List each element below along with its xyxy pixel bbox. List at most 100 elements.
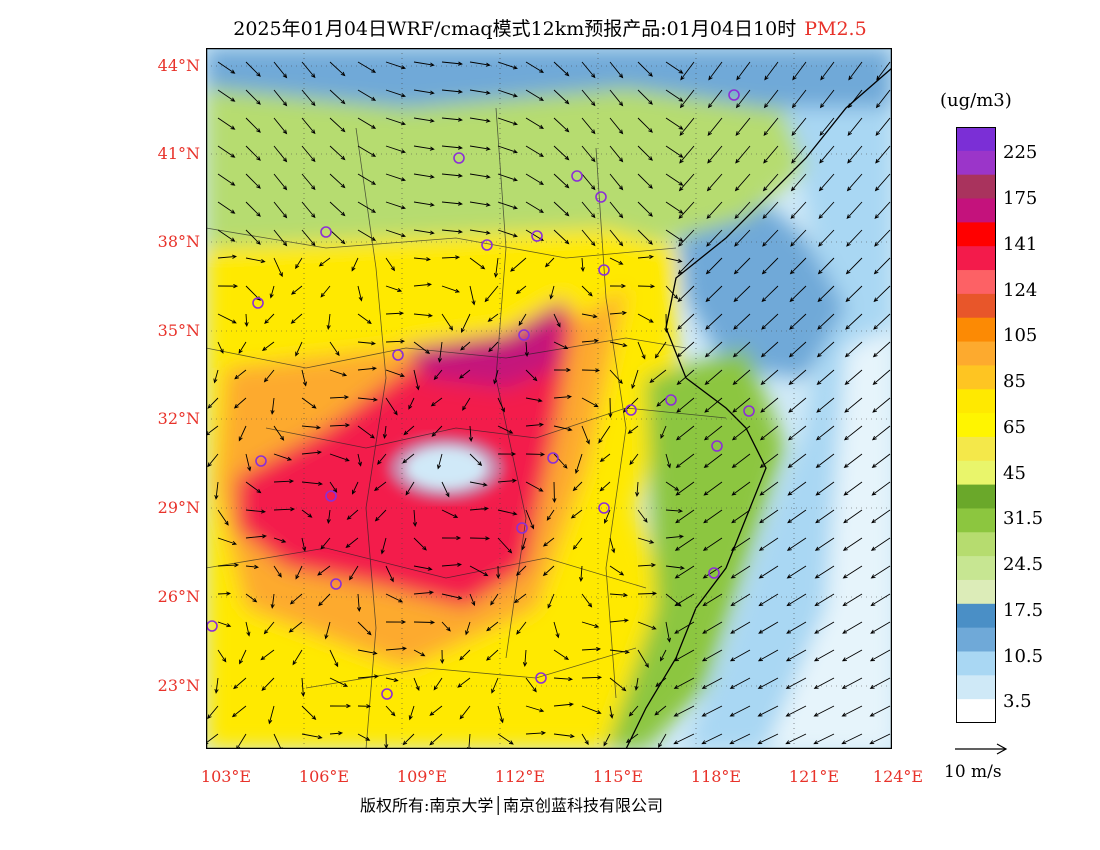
legend-swatch: [956, 174, 996, 200]
wind-arrow: [847, 89, 863, 109]
wind-arrow: [515, 285, 527, 295]
wind-arrow: [581, 173, 596, 191]
wind-arrow: [758, 593, 779, 607]
wind-arrow: [553, 649, 570, 661]
wind-arrow: [637, 313, 654, 323]
wind-arrow: [217, 341, 224, 354]
legend-label: 85: [1003, 371, 1026, 392]
wind-arrow: [581, 425, 590, 445]
wind-arrow: [385, 369, 405, 378]
wind-arrow: [385, 705, 396, 717]
wind-arrow: [757, 677, 779, 689]
wind-arrow: [581, 621, 600, 628]
wind-arrow: [553, 89, 570, 105]
wind-arrow: [357, 621, 372, 636]
pm25-map: [206, 48, 892, 749]
wind-arrow: [329, 703, 352, 709]
wind-arrow: [413, 145, 435, 151]
wind-arrow: [469, 61, 491, 67]
wind-arrow: [875, 145, 891, 164]
wind-arrow: [598, 425, 611, 444]
wind-arrow: [349, 565, 359, 581]
wind-arrow: [841, 649, 863, 662]
legend-swatch: [956, 436, 996, 462]
wind-arrow: [329, 61, 346, 77]
wind-arrow: [408, 705, 415, 721]
wind-arrow: [679, 89, 695, 109]
wind-arrow: [260, 649, 275, 661]
wind-arrow: [513, 593, 527, 604]
wind-scale-label: 10 m/s: [944, 762, 1002, 782]
wind-arrow: [207, 397, 219, 409]
wind-arrow: [705, 257, 723, 275]
wind-arrow: [468, 425, 474, 443]
wind-arrow: [553, 453, 568, 469]
wind-arrow: [637, 563, 657, 568]
wind-arrow: [759, 509, 779, 524]
wind-arrow: [385, 89, 406, 98]
wind-arrow: [635, 481, 640, 498]
wind-arrow: [441, 61, 463, 66]
wind-arrow: [637, 201, 653, 217]
wind-arrow: [609, 705, 614, 719]
legend-label: 3.5: [1003, 691, 1032, 712]
wind-arrow: [759, 425, 779, 441]
wind-arrow: [580, 257, 585, 273]
city-marker: [547, 452, 559, 464]
wind-arrow: [676, 397, 695, 413]
wind-arrow: [763, 145, 779, 164]
wind-arrow: [792, 61, 807, 81]
wind-arrow: [609, 649, 630, 655]
wind-arrow: [813, 649, 835, 662]
wind-arrow: [677, 285, 695, 303]
wind-arrow: [637, 89, 653, 105]
legend-swatch: [956, 532, 996, 557]
wind-arrow: [273, 425, 285, 441]
wind-arrow: [786, 537, 807, 551]
wind-arrow: [525, 730, 547, 736]
wind-arrow: [357, 453, 362, 467]
wind-arrow: [357, 61, 377, 73]
legend-frame: [956, 127, 996, 723]
lon-tick-label: 106°E: [298, 767, 350, 786]
wind-arrow: [703, 481, 723, 496]
wind-arrow: [525, 173, 544, 185]
wind-arrow: [245, 117, 261, 133]
wind-arrow: [649, 369, 667, 383]
wind-arrow: [841, 733, 863, 745]
legend-label: 10.5: [1003, 646, 1044, 667]
wind-arrow: [301, 481, 323, 486]
wind-arrow: [637, 61, 653, 77]
wind-arrow: [469, 257, 486, 270]
wind-arrow: [786, 565, 807, 579]
wind-arrow: [581, 705, 602, 714]
wind-arrow: [273, 173, 288, 191]
city-marker: [320, 226, 332, 238]
wind-arrow: [522, 649, 528, 668]
wind-arrow: [678, 201, 695, 220]
wind-arrow: [660, 425, 667, 439]
wind-arrow: [245, 621, 251, 637]
city-marker: [252, 297, 264, 309]
title-main: 2025年01月04日WRF/cmaq模式12km预报产品:01月04日10时: [233, 18, 797, 40]
wind-arrow: [385, 201, 406, 210]
wind-arrow: [816, 369, 835, 386]
wind-arrow: [484, 285, 499, 303]
wind-arrow: [844, 341, 863, 358]
wind-arrow: [301, 733, 323, 740]
wind-arrow: [732, 369, 751, 386]
wind-arrow: [429, 705, 443, 716]
wind-arrow: [842, 565, 863, 579]
wind-arrow: [599, 453, 611, 463]
wind-arrow: [814, 593, 835, 607]
wind-arrow: [441, 285, 460, 293]
wind-arrow: [217, 283, 239, 289]
wind-arrow: [628, 705, 639, 717]
wind-arrow: [654, 341, 667, 359]
wind-arrow: [493, 369, 499, 385]
wind-arrow: [870, 565, 891, 579]
wind-scale-arrow: [955, 743, 1008, 755]
wind-arrow: [707, 89, 723, 109]
wind-arrow: [217, 537, 237, 546]
wind-arrow: [870, 621, 891, 634]
